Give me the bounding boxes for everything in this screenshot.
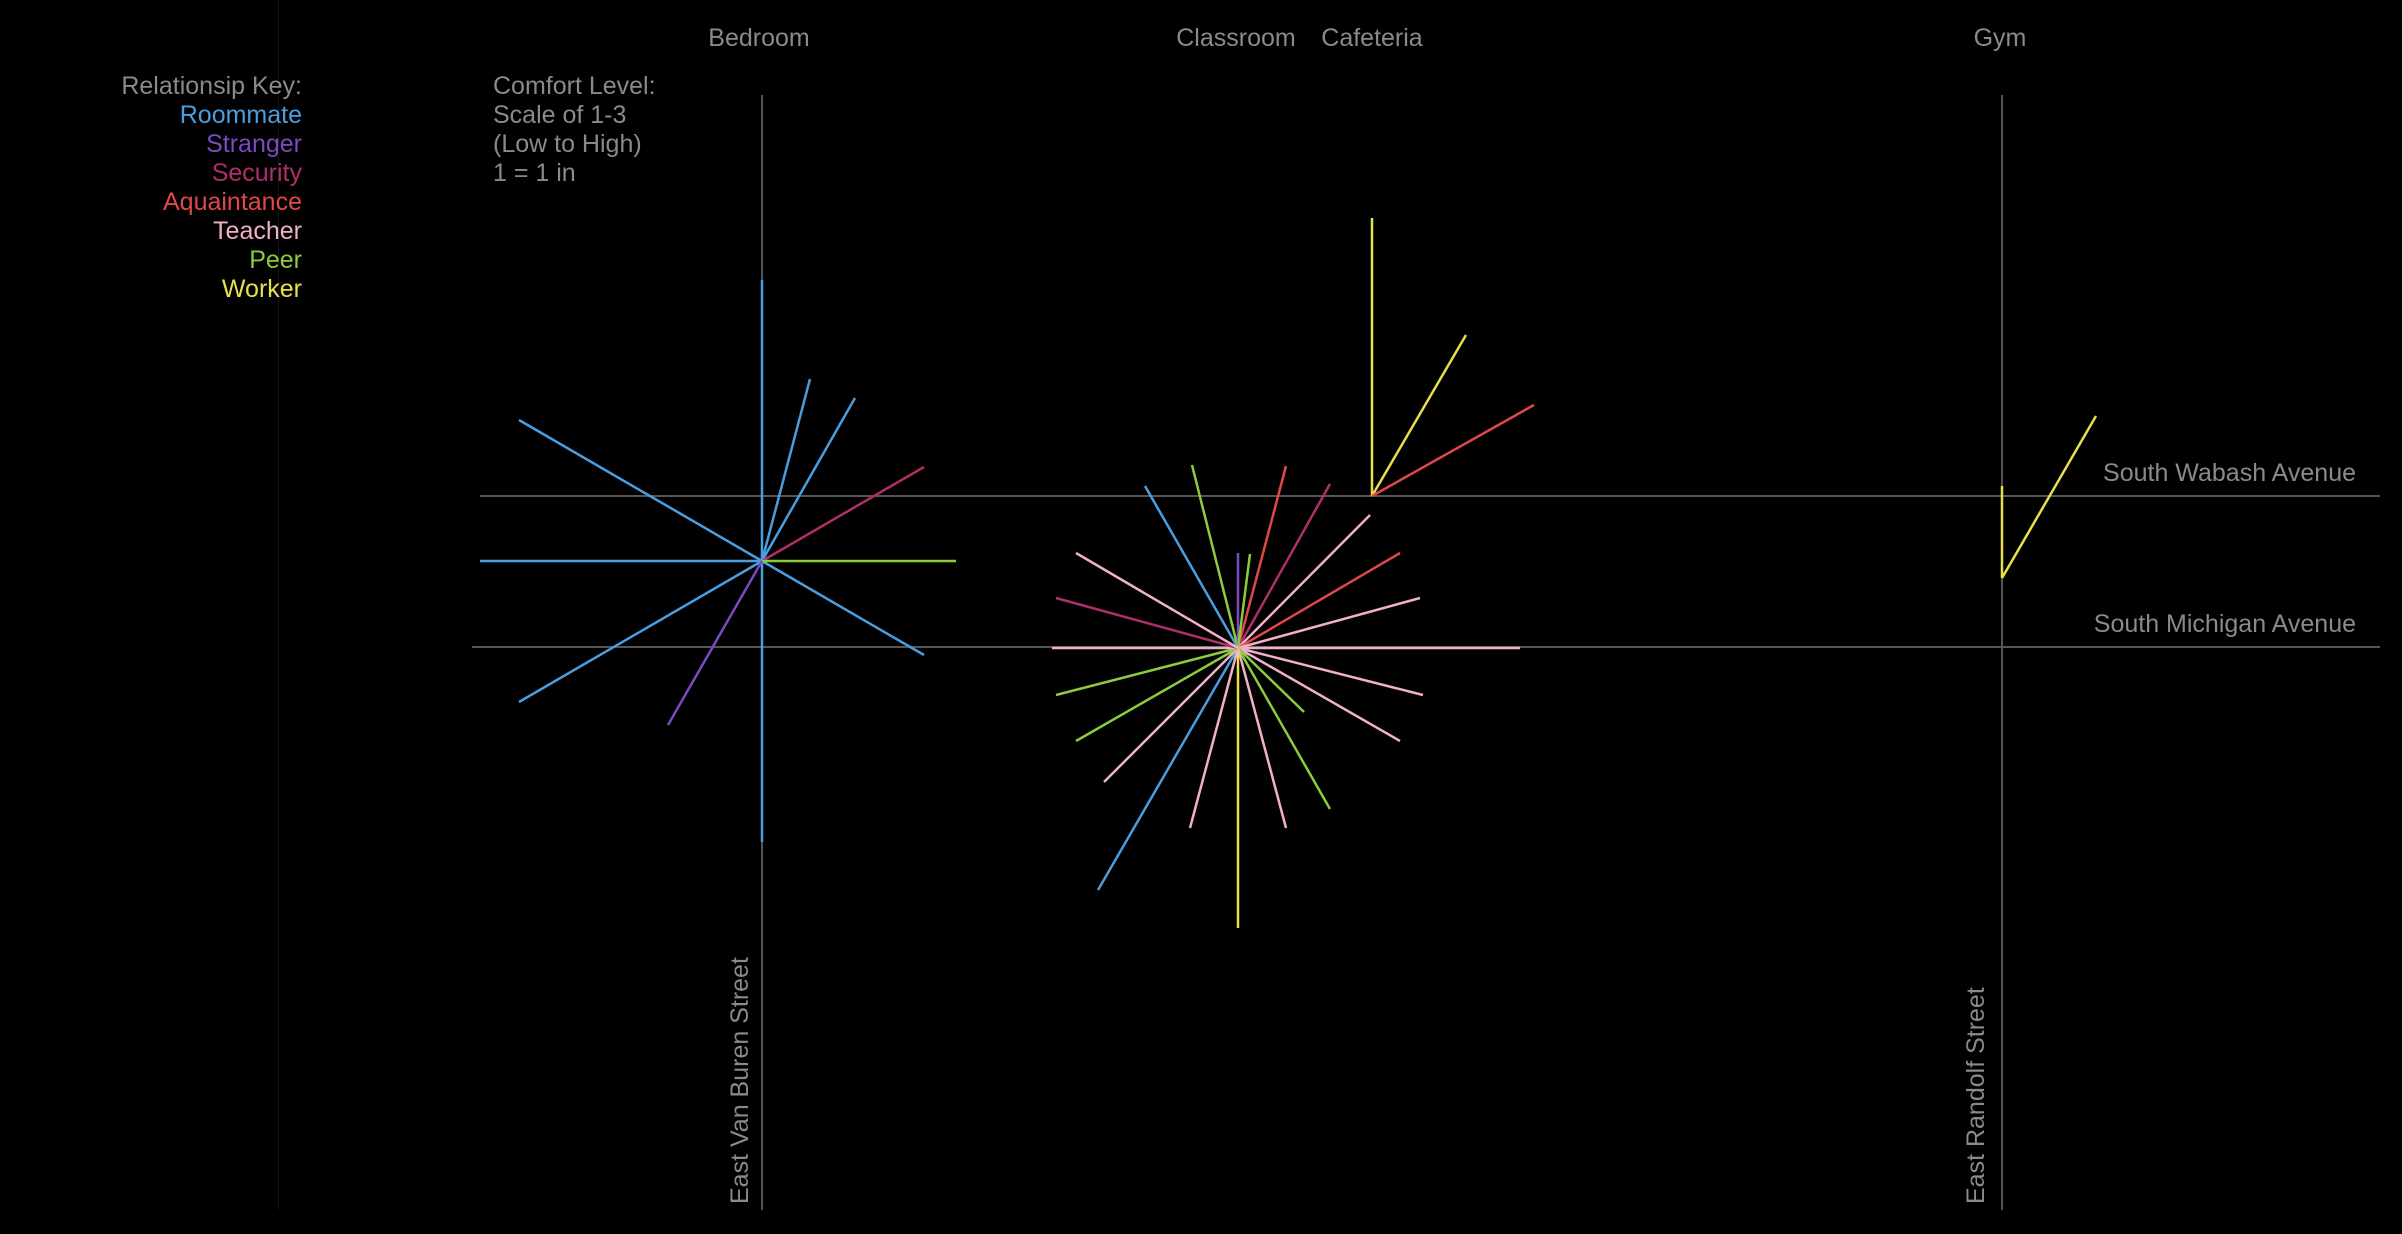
ray-teacher-28 [1188,647,1240,829]
key-item-peer: Peer [249,246,302,274]
location-title-bedroom: Bedroom [708,24,810,52]
ray-roommate-4 [518,559,763,704]
key-item-worker: Worker [221,275,302,303]
ray-roommate-11 [1143,485,1240,649]
ray-security-8 [761,465,925,563]
ray-roommate-12 [1096,647,1240,891]
ray-teacher-34 [1075,551,1239,650]
street-label-south-michigan: South Michigan Avenue [2093,610,2356,638]
ray-peer-17 [1236,553,1252,649]
ray-peer-24 [1237,647,1305,713]
key-item-roommate: Roommate [179,101,302,129]
ray-worker-36 [1370,334,1468,497]
ray-aquaintance-14 [1236,465,1288,649]
key-item-stranger: Stranger [206,130,302,158]
comfort-level-range: (Low to High) [493,130,642,158]
ray-teacher-23 [1237,646,1401,743]
ray-roommate-2 [518,418,763,563]
ray-teacher-29 [1103,647,1239,783]
street-label-south-wabash: South Wabash Avenue [2103,459,2356,487]
comfort-level-scale: Scale of 1-3 [493,101,627,129]
location-title-classroom: Classroom [1176,24,1296,52]
ray-teacher-20 [1237,596,1421,650]
comfort-level-title: Comfort Level: [493,72,656,100]
ray-teacher-18 [1237,514,1371,649]
left-frame-line [278,0,279,1210]
ray-peer-13 [1190,464,1240,649]
ray-peer-30 [1075,646,1239,743]
key-item-teacher: Teacher [213,217,302,245]
ray-stranger-10 [666,560,764,726]
ray-peer-31 [1055,646,1239,697]
key-item-security: Security [211,159,302,187]
location-title-cafeteria: Cafeteria [1321,24,1423,52]
relationship-key-title: Relationsip Key: [121,72,302,100]
ray-security-33 [1055,596,1239,650]
ray-worker-39 [2000,415,2098,579]
ray-roommate-6 [760,378,812,562]
ray-aquaintance-37 [1371,403,1535,498]
relationship-rays [480,218,2098,928]
ray-peer-25 [1236,647,1332,810]
street-label-east-van-buren: East Van Buren Street [726,957,754,1204]
location-title-gym: Gym [1973,24,2027,52]
key-item-aquaintance: Aquaintance [162,188,302,216]
street-label-east-randolf: East Randolf Street [1962,987,1990,1204]
ray-teacher-22 [1237,646,1424,697]
ray-teacher-26 [1236,647,1288,829]
ray-security-15 [1236,483,1332,649]
ray-roommate-7 [760,397,857,562]
ray-roommate-5 [761,559,925,657]
comfort-level-unit: 1 = 1 in [493,159,576,187]
ray-aquaintance-19 [1237,551,1401,650]
